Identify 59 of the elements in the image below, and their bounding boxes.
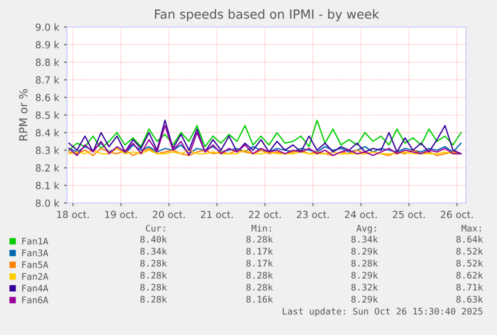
- x-tick-label: 19 oct.: [105, 210, 137, 218]
- x-tick-label: 24 oct.: [344, 210, 377, 218]
- text: 8.28k: [140, 272, 167, 279]
- text: 8.28k: [351, 260, 378, 267]
- text: 8.28k: [246, 284, 273, 291]
- y-tick-label: 8.6 k: [36, 94, 60, 102]
- text: 8.16k: [246, 296, 273, 303]
- text: 8.71k: [456, 284, 483, 291]
- y-tick-label: 8.9 k: [36, 40, 60, 48]
- text: 8.63k: [456, 296, 483, 303]
- text: 8.62k: [456, 272, 483, 279]
- x-tick-label: 23 oct.: [296, 210, 329, 218]
- x-tick-label: 20 oct.: [152, 210, 185, 218]
- x-tick-label: 25 oct.: [392, 210, 425, 218]
- line-series: [68, 142, 462, 154]
- text: 8.28k: [246, 272, 273, 279]
- text: 8.29k: [351, 248, 378, 255]
- text: 8.34k: [351, 236, 378, 243]
- y-tick-label: 8.8 k: [36, 58, 60, 66]
- text: Cur:: [146, 224, 165, 232]
- chart-title: Fan speeds based on IPMI - by week: [155, 9, 380, 22]
- text: 8.28k: [140, 260, 167, 267]
- text: 8.40k: [140, 236, 167, 243]
- legend-label: Fan2A: [22, 273, 48, 280]
- y-tick-label: 8.3 k: [36, 146, 60, 154]
- legend-label: Fan5A: [22, 261, 48, 268]
- y-tick-label: 8.7 k: [36, 76, 60, 84]
- y-axis-title: RPM or %: [19, 89, 28, 140]
- text: Avg:: [356, 224, 376, 234]
- text: 8.28k: [140, 296, 167, 303]
- text: 8.28k: [140, 284, 167, 291]
- text: Min:: [252, 224, 271, 232]
- x-tick-label: 26 oct.: [440, 210, 473, 218]
- text: 8.52k: [456, 260, 483, 267]
- text: Last update: Sun Oct 26 15:30:40 2025: [282, 308, 482, 316]
- line-series: [68, 124, 462, 156]
- legend-label: Fan4A: [22, 284, 48, 292]
- y-tick-label: 8.0 k: [36, 199, 60, 207]
- x-tick-label: 22 oct.: [248, 210, 281, 218]
- text: 8.28k: [246, 236, 273, 243]
- y-tick-label: 8.5 k: [36, 111, 60, 119]
- text: 8.34k: [140, 248, 167, 255]
- text: 8.64k: [456, 236, 483, 243]
- legend-label: Fan1A: [22, 238, 48, 245]
- text: 8.52k: [456, 248, 483, 255]
- legend-label: Fan3A: [22, 249, 48, 256]
- text: 8.29k: [351, 296, 378, 303]
- legend-label: Fan6A: [22, 296, 48, 304]
- y-tick-label: 8.2 k: [36, 164, 60, 172]
- y-tick-label: 8.1 k: [36, 182, 60, 190]
- y-tick-label: 9.0 k: [36, 23, 60, 31]
- text: Max:: [462, 224, 481, 232]
- x-tick-label: 21 oct.: [200, 210, 233, 218]
- text: 8.32k: [351, 284, 378, 291]
- text: 8.17k: [246, 260, 273, 267]
- text: 8.17k: [246, 248, 273, 255]
- x-tick-label: 18 oct.: [57, 210, 89, 218]
- y-tick-label: 8.4 k: [36, 128, 60, 136]
- text: 8.29k: [351, 272, 378, 279]
